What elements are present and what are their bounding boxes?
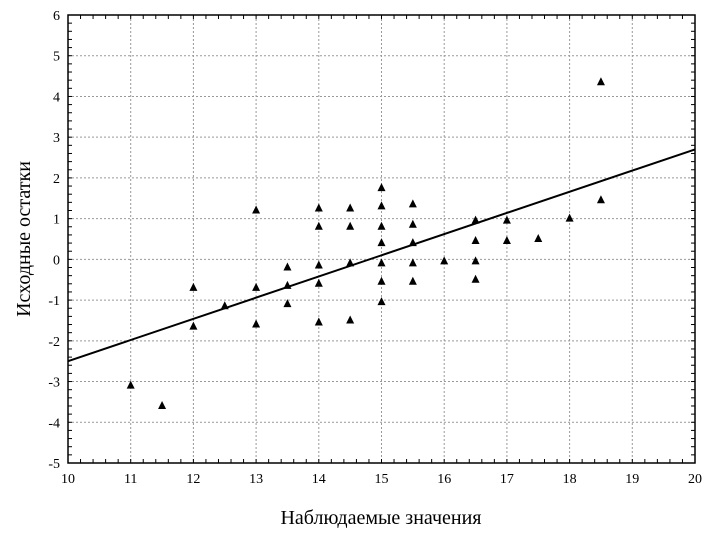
y-tick-label: -2 (48, 335, 60, 350)
data-point (377, 238, 386, 247)
y-tick-label: 3 (53, 131, 60, 146)
data-point (377, 297, 386, 306)
y-tick-label: -4 (48, 416, 60, 431)
data-point (283, 299, 292, 308)
data-point (252, 205, 261, 214)
data-point (471, 256, 480, 265)
x-tick-label: 15 (375, 472, 389, 487)
data-point (189, 282, 198, 291)
data-point (158, 400, 167, 409)
y-tick-label: 0 (53, 253, 60, 268)
fit-line (67, 148, 696, 363)
x-tick-label: 20 (688, 472, 702, 487)
data-point (596, 77, 605, 86)
data-point (440, 256, 449, 265)
data-point (534, 234, 543, 242)
x-tick-label: 12 (186, 472, 200, 487)
data-point (377, 276, 386, 285)
x-tick-label: 17 (500, 472, 514, 487)
data-point (502, 215, 511, 224)
data-point (252, 319, 261, 328)
y-tick-label: 6 (53, 9, 60, 24)
data-point (408, 258, 417, 267)
data-point (314, 260, 323, 269)
y-tick-label: -5 (48, 457, 60, 472)
y-tick-label: -3 (48, 376, 60, 391)
data-point (471, 274, 480, 283)
x-tick-label: 11 (124, 472, 137, 487)
data-point (126, 380, 135, 389)
data-point (377, 201, 386, 210)
x-tick-label: 10 (61, 472, 75, 487)
y-tick-label: -1 (48, 294, 60, 309)
data-point (565, 213, 574, 222)
x-axis-label: Наблюдаемые значения (280, 507, 481, 529)
data-point (502, 236, 511, 245)
y-tick-label: 1 (53, 213, 60, 228)
data-point (220, 301, 229, 310)
data-point (408, 199, 417, 208)
plot-frame (67, 14, 696, 464)
data-point (377, 221, 386, 230)
data-point (471, 236, 480, 245)
data-point (408, 276, 417, 285)
y-tick-label: 2 (53, 172, 60, 187)
data-point (408, 219, 417, 228)
data-point (596, 195, 605, 204)
x-tick-label: 14 (312, 472, 326, 487)
y-tick-label: 5 (53, 50, 60, 65)
data-point (471, 215, 480, 224)
data-point (314, 203, 323, 212)
data-point (314, 221, 323, 230)
y-tick-label: 4 (53, 90, 60, 105)
data-point (346, 203, 355, 212)
x-tick-label: 16 (437, 472, 451, 487)
data-point (377, 258, 386, 267)
data-point (252, 282, 261, 291)
x-tick-label: 19 (625, 472, 639, 487)
data-point (314, 278, 323, 287)
data-point (346, 258, 355, 267)
data-point (283, 262, 292, 271)
data-point (283, 280, 292, 289)
data-point (377, 183, 386, 192)
y-axis-label: Исходные остатки (13, 161, 35, 317)
data-point (346, 221, 355, 230)
data-point (346, 315, 355, 324)
x-tick-label: 18 (563, 472, 577, 487)
data-point (189, 321, 198, 330)
x-tick-label: 13 (249, 472, 263, 487)
data-points (126, 77, 605, 409)
data-point (408, 238, 417, 247)
data-point (314, 317, 323, 326)
